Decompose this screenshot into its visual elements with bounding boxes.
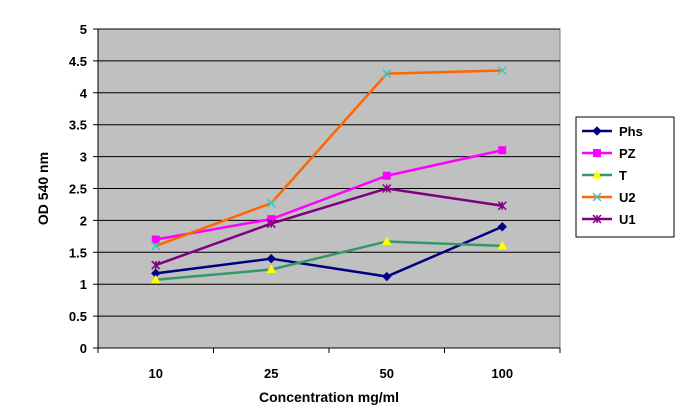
legend-marker [592, 126, 602, 136]
data-point-t [381, 236, 392, 245]
legend-marker [593, 149, 601, 157]
x-tick-label: 100 [491, 366, 513, 381]
data-point-t [266, 264, 277, 274]
data-point-t [497, 240, 508, 250]
data-point-phs [497, 222, 507, 232]
data-point-u1 [382, 183, 392, 194]
series-t [150, 236, 508, 284]
legend-item-pz: PZ [582, 146, 636, 161]
legend-marker [592, 214, 602, 224]
legend-item-u2: U2 [582, 190, 636, 205]
y-tick-label: 2 [80, 213, 87, 228]
series-line-phs [155, 225, 503, 278]
x-axis-title: Concentration mg/ml [259, 389, 399, 405]
y-tick-label: 3.5 [69, 118, 87, 133]
y-tick-label: 2.5 [69, 182, 87, 197]
data-point-u2 [497, 65, 507, 76]
data-point-u2 [151, 241, 161, 251]
series-phs [151, 222, 507, 282]
legend-label: T [619, 168, 627, 183]
data-point-u2 [382, 69, 392, 79]
legend-item-t: T [582, 168, 627, 183]
legend-label: U2 [619, 190, 636, 205]
legend-marker [592, 169, 602, 179]
y-tick-label: 1 [80, 277, 87, 292]
legend-box [575, 116, 675, 238]
data-point-phs [382, 271, 392, 282]
data-point-u1 [151, 260, 161, 270]
data-point-u2 [266, 198, 276, 208]
y-tick-label: 4.5 [69, 54, 87, 69]
legend: Phs PZ T U2 U1 [575, 116, 675, 238]
y-tick-label: 1.5 [69, 245, 87, 260]
legend-label: PZ [619, 146, 636, 161]
series-line-pz [155, 148, 503, 241]
y-tick-labels: 0 0.5 1 1.5 2 2.5 3 3.5 4 4.5 5 [69, 22, 88, 356]
y-tick-label: 0 [80, 341, 87, 356]
legend-marker [592, 192, 602, 202]
data-point-u1 [497, 201, 507, 211]
series-layer [150, 65, 508, 284]
y-axis-title: OD 540 nm [35, 152, 51, 225]
x-tick-label: 10 [149, 366, 163, 381]
axes [93, 28, 561, 353]
x-tick-label: 50 [380, 366, 394, 381]
legend-label: Phs [619, 124, 643, 139]
x-tick-labels: 10 25 50 100 [149, 366, 514, 381]
legend-item-u1: U1 [582, 212, 636, 227]
series-u2 [151, 65, 507, 251]
y-tick-label: 3 [80, 150, 87, 165]
x-tick-label: 25 [264, 366, 278, 381]
series-line-u1 [155, 187, 503, 267]
data-point-u1 [266, 219, 276, 229]
series-line-u2 [155, 69, 503, 248]
data-point-pz [382, 171, 391, 180]
legend-item-phs: Phs [582, 124, 643, 139]
data-point-t [150, 274, 161, 284]
series-line-t [155, 240, 503, 281]
legend-label: U1 [619, 212, 636, 227]
series-u1 [151, 183, 507, 270]
data-point-phs [266, 253, 276, 264]
gridlines [98, 28, 560, 317]
y-tick-label: 0.5 [69, 309, 87, 324]
y-tick-label: 4 [80, 86, 88, 101]
data-point-pz [151, 235, 160, 244]
series-pz [151, 146, 507, 244]
y-tick-label: 5 [80, 22, 87, 37]
data-point-pz [498, 146, 507, 155]
